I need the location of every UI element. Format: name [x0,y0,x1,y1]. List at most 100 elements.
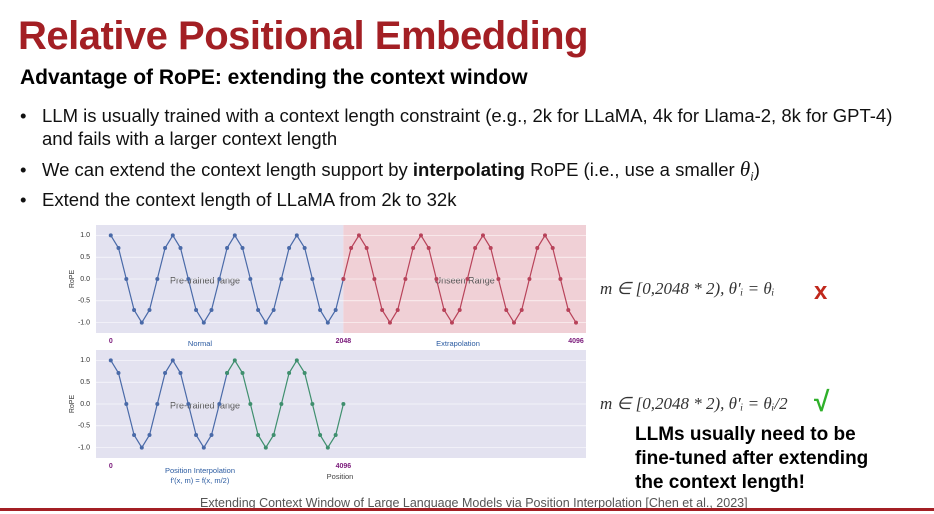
point [325,320,330,325]
bullet-text: ) [753,159,760,180]
point [201,445,206,450]
point [108,358,113,363]
point [170,233,175,238]
point [178,371,183,376]
point [574,320,578,325]
point [465,277,470,281]
point [248,277,253,281]
point [225,246,230,251]
y-tick-label: -1.0 [78,444,90,451]
y-tick-label: 0.5 [80,379,90,386]
bullet: Extend the context length of LLaMA from … [20,188,922,211]
point [349,246,354,251]
citation: Extending Context Window of Large Langua… [200,496,748,510]
point [333,432,338,437]
point [294,358,299,363]
y-axis-label: RoPE [69,395,76,414]
point [132,307,137,312]
cross-mark: x [814,278,828,305]
divider [0,508,934,511]
point [155,277,160,281]
point [256,432,261,437]
point [411,246,416,251]
point [511,320,516,325]
point [116,371,121,376]
point [256,307,261,312]
point [163,246,168,251]
y-tick-label: 0.0 [80,276,90,283]
point [395,307,400,312]
point [155,402,160,406]
bullet-text: We can extend the context length support… [42,159,413,180]
point [186,277,191,281]
y-tick-label: 0.0 [80,401,90,408]
annotation: Normal [188,339,213,348]
point [426,246,431,251]
annotation: Extrapolation [436,339,480,348]
y-tick-label: -0.5 [78,298,90,305]
point [186,402,191,406]
point [132,432,137,437]
region-label: Pre-trained range [170,400,240,410]
point [287,246,292,251]
point [263,445,268,450]
note-line: fine-tuned after extending [635,448,869,469]
bullet-bold: interpolating [412,159,525,180]
annotation: Position Interpolation [165,466,235,475]
point [558,277,563,281]
point [372,277,377,281]
x-tick-label: 4096 [568,338,584,345]
point [287,371,292,376]
point [364,246,369,251]
bullet-text: RoPE (i.e., use a smaller [524,159,740,180]
theta-sub: i [750,168,754,184]
point [147,432,152,437]
bullet: LLM is usually trained with a context le… [20,104,922,150]
y-tick-label: 1.0 [80,232,90,239]
point [325,445,330,450]
theta: θ [739,157,751,181]
formula: m ∈ [0,2048 * 2), θ′ᵢ = θᵢ [600,279,775,298]
point [248,402,253,406]
point [240,246,245,251]
point [449,320,454,325]
point [542,233,547,238]
check-mark: √ [814,386,830,417]
note: LLMs usually need to be fine-tuned after… [635,423,868,495]
point [139,320,144,325]
point [473,246,478,251]
point [341,277,346,281]
point [263,320,268,325]
point [519,307,524,312]
point [302,371,307,376]
point [442,307,447,312]
point [178,246,183,251]
point [527,277,532,281]
point [333,307,338,312]
y-tick-label: -0.5 [78,423,90,430]
point [271,307,276,312]
point [232,233,237,238]
point [310,402,315,406]
series-line [110,359,228,449]
point [457,307,462,312]
point [194,432,199,437]
point [225,371,230,376]
point [240,371,245,376]
point [566,307,571,312]
point [124,277,129,281]
point [550,246,555,251]
formula: m ∈ [0,2048 * 2), θ′ᵢ = θᵢ/2 [600,394,788,413]
y-axis-label: RoPE [69,270,76,289]
note-line: LLMs usually need to be [635,424,856,445]
point [380,307,385,312]
point [217,277,222,281]
point [535,246,540,251]
point [488,246,493,251]
point [170,358,175,363]
annotation: Position [327,472,354,481]
subtitle: Advantage of RoPE: extending the context… [20,66,528,89]
bullet-text: Extend the context length of LLaMA from … [42,189,457,210]
point [341,402,346,406]
